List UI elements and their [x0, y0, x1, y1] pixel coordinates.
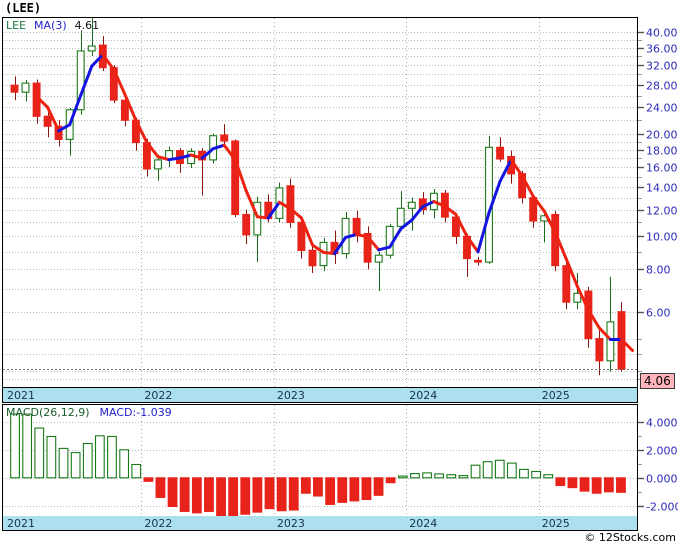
- svg-text:32.00: 32.00: [646, 60, 678, 73]
- svg-text:6.00: 6.00: [646, 307, 671, 320]
- svg-text:40.00: 40.00: [646, 27, 678, 40]
- x-axis-year-2025: 2025: [541, 517, 570, 530]
- svg-text:2.000: 2.000: [646, 445, 678, 458]
- price-chart-pane[interactable]: [2, 17, 638, 388]
- svg-text:18.00: 18.00: [646, 145, 678, 158]
- macd-y-axis-ticks: 4.000 2.000 0.000 -2.000: [638, 417, 678, 514]
- legend-macd-value: MACD:-1.039: [99, 406, 172, 419]
- watermark: © 12Stocks.com: [584, 531, 676, 544]
- svg-text:0.000: 0.000: [646, 473, 678, 486]
- x-axis-year-2022: 2022: [144, 517, 173, 530]
- x-axis-year-2023: 2023: [276, 517, 305, 530]
- svg-text:20.00: 20.00: [646, 129, 678, 142]
- price-x-axis: 2021 2022 2023 2024 2025: [2, 388, 638, 403]
- svg-text:10.00: 10.00: [646, 231, 678, 244]
- svg-text:16.00: 16.00: [646, 162, 678, 175]
- x-axis-year-2025: 2025: [541, 389, 570, 402]
- svg-text:36.00: 36.00: [646, 43, 678, 56]
- price-y-axis: 40.00 36.00 32.00 28.00 24.00 20.00 18.00 16.00…: [638, 17, 678, 388]
- macd-legend: MACD(26,12,9) MACD:-1.039: [6, 406, 172, 419]
- legend-ma-label: MA(3): [34, 19, 67, 32]
- svg-text:8.00: 8.00: [646, 264, 671, 277]
- svg-text:14.00: 14.00: [646, 182, 678, 195]
- title-bar: (LEE): [0, 0, 680, 16]
- x-axis-year-2021: 2021: [7, 517, 35, 530]
- legend-symbol: LEE: [6, 19, 27, 32]
- svg-text:28.00: 28.00: [646, 80, 678, 93]
- macd-x-axis: 2021 2022 2023 2024 2025: [2, 516, 638, 531]
- svg-text:4.000: 4.000: [646, 417, 678, 430]
- price-candlestick-svg: [3, 18, 637, 387]
- macd-chart-pane[interactable]: [2, 404, 638, 517]
- macd-y-axis: 4.000 2.000 0.000 -2.000: [638, 404, 678, 517]
- price-plot-area[interactable]: [3, 18, 637, 387]
- x-axis-year-2021: 2021: [7, 389, 35, 402]
- svg-text:24.00: 24.00: [646, 102, 678, 115]
- legend-macd-label: MACD(26,12,9): [6, 406, 90, 419]
- svg-text:12.00: 12.00: [646, 205, 678, 218]
- x-axis-year-2024: 2024: [409, 517, 438, 530]
- legend-ma-value: 4.61: [74, 19, 100, 32]
- macd-plot-area[interactable]: [3, 405, 637, 517]
- svg-text:-2.000: -2.000: [646, 501, 678, 514]
- price-legend: LEE MA(3) 4.61: [6, 19, 99, 32]
- macd-histogram-svg: [3, 405, 637, 517]
- price-y-axis-ticks: 40.00 36.00 32.00 28.00 24.00 20.00 18.00 16.00…: [638, 27, 678, 380]
- last-price-tag: 4.06: [640, 373, 675, 389]
- x-axis-year-2024: 2024: [409, 389, 438, 402]
- page-title: (LEE): [5, 1, 42, 15]
- x-axis-year-2023: 2023: [276, 389, 305, 402]
- x-axis-year-2022: 2022: [144, 389, 173, 402]
